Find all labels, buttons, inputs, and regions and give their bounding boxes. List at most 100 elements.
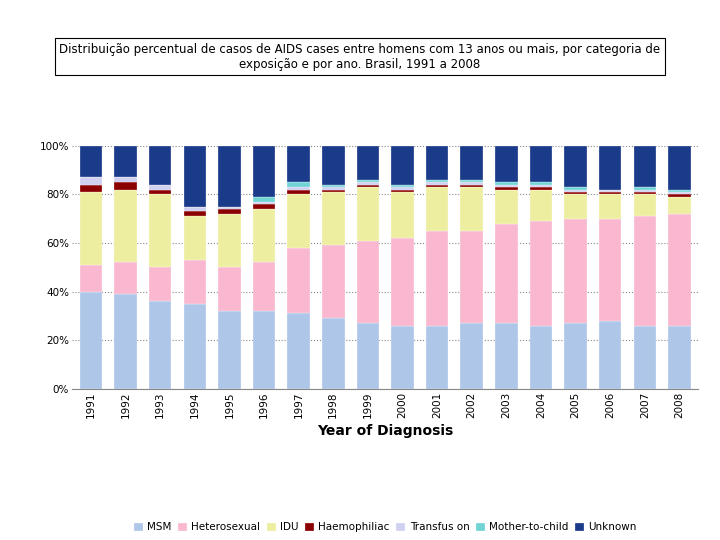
Bar bbox=[599, 321, 621, 389]
Bar bbox=[495, 323, 518, 389]
Bar bbox=[322, 245, 345, 318]
Bar bbox=[356, 185, 379, 187]
Bar bbox=[634, 194, 656, 216]
Bar bbox=[287, 190, 310, 194]
Bar bbox=[356, 323, 379, 389]
Bar bbox=[599, 192, 621, 194]
Bar bbox=[634, 216, 656, 326]
Bar bbox=[149, 190, 171, 194]
Bar bbox=[391, 185, 414, 187]
Bar bbox=[356, 180, 379, 183]
Bar bbox=[495, 146, 518, 183]
Bar bbox=[426, 180, 449, 183]
Bar bbox=[80, 185, 102, 192]
Bar bbox=[530, 187, 552, 190]
Text: Distribuição percentual de casos de AIDS cases entre homens com 13 anos ou mais,: Distribuição percentual de casos de AIDS… bbox=[60, 43, 660, 71]
Bar bbox=[461, 180, 483, 183]
Bar bbox=[426, 146, 449, 180]
Bar bbox=[80, 192, 102, 265]
Bar bbox=[530, 326, 552, 389]
Bar bbox=[149, 194, 171, 267]
Bar bbox=[391, 190, 414, 192]
Bar bbox=[668, 192, 690, 194]
Bar bbox=[184, 146, 206, 206]
Bar bbox=[114, 177, 137, 183]
Bar bbox=[218, 267, 240, 311]
Bar bbox=[634, 190, 656, 192]
Bar bbox=[564, 146, 587, 187]
Bar bbox=[114, 182, 137, 190]
Bar bbox=[218, 214, 240, 267]
Bar bbox=[461, 231, 483, 323]
Bar bbox=[253, 311, 275, 389]
Bar bbox=[80, 177, 102, 185]
Bar bbox=[184, 303, 206, 389]
Bar bbox=[668, 190, 690, 192]
Bar bbox=[391, 146, 414, 185]
Bar bbox=[322, 146, 345, 185]
Bar bbox=[218, 209, 240, 214]
Bar bbox=[184, 260, 206, 303]
Bar bbox=[253, 262, 275, 311]
Bar bbox=[114, 294, 137, 389]
Bar bbox=[530, 183, 552, 185]
Bar bbox=[668, 197, 690, 214]
Bar bbox=[322, 318, 345, 389]
Bar bbox=[461, 185, 483, 187]
Bar bbox=[149, 146, 171, 185]
Bar bbox=[253, 204, 275, 209]
Bar bbox=[599, 190, 621, 192]
Bar bbox=[218, 146, 240, 206]
Bar bbox=[114, 146, 137, 177]
Bar bbox=[564, 194, 587, 219]
Bar bbox=[356, 182, 379, 185]
Bar bbox=[218, 206, 240, 209]
X-axis label: Year of Diagnosis: Year of Diagnosis bbox=[317, 424, 454, 437]
Bar bbox=[530, 146, 552, 183]
Bar bbox=[184, 206, 206, 211]
Bar bbox=[495, 224, 518, 323]
Bar bbox=[287, 248, 310, 313]
Bar bbox=[149, 185, 171, 190]
Bar bbox=[461, 323, 483, 389]
Bar bbox=[322, 187, 345, 190]
Bar bbox=[634, 187, 656, 190]
Bar bbox=[356, 187, 379, 240]
Bar bbox=[253, 146, 275, 197]
Bar bbox=[668, 214, 690, 326]
Bar bbox=[253, 201, 275, 204]
Bar bbox=[599, 194, 621, 219]
Bar bbox=[287, 194, 310, 248]
Bar bbox=[530, 221, 552, 326]
Bar bbox=[564, 323, 587, 389]
Bar bbox=[564, 190, 587, 192]
Bar bbox=[668, 146, 690, 190]
Bar bbox=[495, 187, 518, 190]
Legend: MSM, Heterosexual, IDU, Haemophiliac, Transfus on, Mother-to-child, Unknown: MSM, Heterosexual, IDU, Haemophiliac, Tr… bbox=[132, 521, 639, 535]
Bar bbox=[114, 190, 137, 262]
Bar bbox=[114, 262, 137, 294]
Bar bbox=[322, 185, 345, 187]
Bar bbox=[530, 185, 552, 187]
Bar bbox=[149, 267, 171, 301]
Bar bbox=[287, 146, 310, 183]
Bar bbox=[322, 192, 345, 245]
Bar bbox=[564, 219, 587, 323]
Bar bbox=[184, 211, 206, 216]
Bar bbox=[461, 187, 483, 231]
Bar bbox=[80, 292, 102, 389]
Bar bbox=[391, 326, 414, 389]
Bar bbox=[530, 190, 552, 221]
Bar bbox=[634, 326, 656, 389]
Bar bbox=[253, 209, 275, 262]
Bar bbox=[287, 187, 310, 190]
Bar bbox=[426, 187, 449, 231]
Bar bbox=[391, 187, 414, 190]
Bar bbox=[426, 326, 449, 389]
Bar bbox=[668, 194, 690, 197]
Bar bbox=[218, 311, 240, 389]
Bar bbox=[634, 192, 656, 194]
Bar bbox=[322, 190, 345, 192]
Bar bbox=[599, 146, 621, 190]
Bar bbox=[461, 182, 483, 185]
